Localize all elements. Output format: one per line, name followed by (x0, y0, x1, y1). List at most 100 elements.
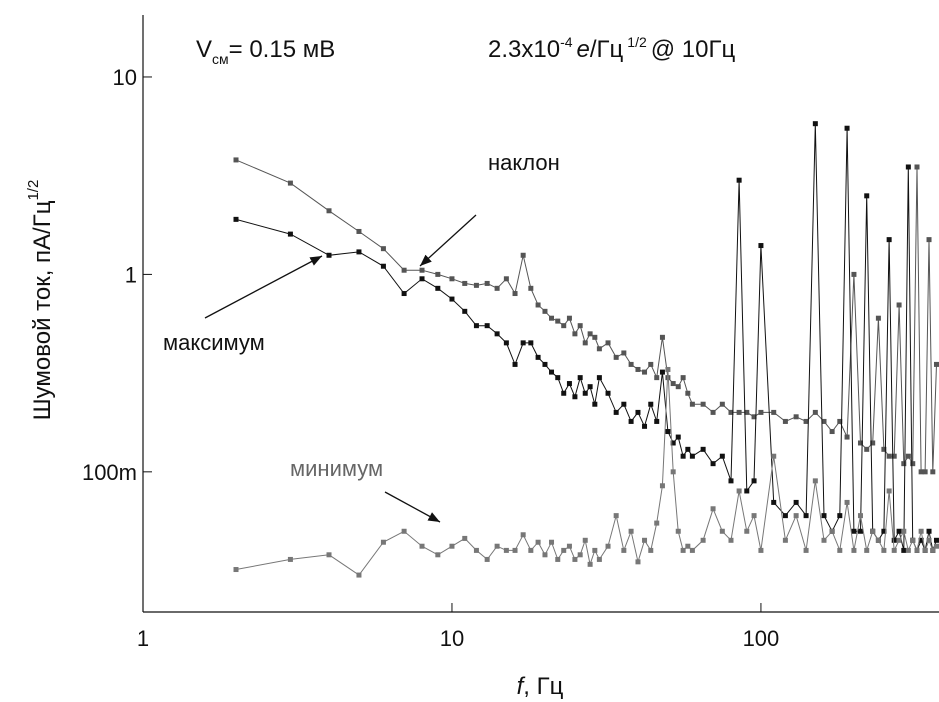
point (744, 528, 750, 534)
point (821, 418, 827, 424)
point (719, 401, 725, 407)
point (758, 409, 764, 415)
point (512, 361, 518, 367)
point (896, 302, 902, 308)
point (665, 429, 671, 435)
point (751, 414, 757, 420)
point (918, 537, 924, 543)
point (462, 308, 468, 314)
point (803, 547, 809, 553)
point (680, 453, 686, 459)
point (689, 547, 695, 553)
point (473, 323, 479, 329)
point (555, 375, 561, 381)
point (535, 302, 541, 308)
point (685, 543, 691, 549)
point (812, 478, 818, 484)
point (670, 381, 676, 387)
point (648, 361, 654, 367)
point (642, 369, 648, 375)
point (793, 513, 799, 519)
point (803, 513, 809, 519)
point (812, 121, 818, 127)
point (728, 409, 734, 415)
point (914, 547, 920, 553)
noise-label: 2.3x10-4 e/Гц 1/2 @ 10Гц (488, 34, 735, 63)
point (670, 440, 676, 446)
point (675, 384, 681, 390)
point (596, 375, 602, 381)
point (535, 539, 541, 545)
point (582, 537, 588, 543)
point (926, 537, 932, 543)
point (857, 528, 863, 534)
point (642, 537, 648, 543)
point (542, 361, 548, 367)
point (910, 537, 916, 543)
point (891, 453, 897, 459)
point (401, 267, 407, 273)
point (881, 547, 887, 553)
point (680, 547, 686, 553)
point (659, 369, 665, 375)
point (710, 461, 716, 467)
x-tick-label: 10 (440, 626, 464, 651)
point (462, 280, 468, 286)
point (613, 354, 619, 360)
point (933, 537, 939, 543)
point (435, 285, 441, 291)
point (621, 547, 627, 553)
arrow (419, 214, 477, 267)
point (326, 208, 332, 214)
point (719, 528, 725, 534)
point (462, 535, 468, 541)
point (901, 547, 907, 553)
arrow (384, 491, 441, 523)
point (659, 483, 665, 489)
point (401, 291, 407, 297)
point (542, 308, 548, 314)
point (829, 429, 835, 435)
point (886, 453, 892, 459)
point (744, 488, 750, 494)
point (473, 547, 479, 553)
point (592, 334, 598, 340)
point (582, 340, 588, 346)
point (648, 401, 654, 407)
point (905, 164, 911, 170)
point (596, 556, 602, 562)
point (905, 547, 911, 553)
point (771, 499, 777, 505)
point (512, 291, 518, 297)
point (484, 323, 490, 329)
point (751, 478, 757, 484)
point (503, 340, 509, 346)
point (864, 446, 870, 452)
point (577, 552, 583, 558)
point (512, 547, 518, 553)
point (857, 513, 863, 519)
point (356, 228, 362, 234)
point (793, 499, 799, 505)
point (484, 556, 490, 562)
point (494, 543, 500, 549)
point (654, 520, 660, 526)
point (881, 446, 887, 452)
point (401, 528, 407, 534)
point (561, 547, 567, 553)
point (728, 478, 734, 484)
point (503, 547, 509, 553)
point (435, 271, 441, 277)
point (520, 340, 526, 346)
annotation-slope: наклон (488, 150, 560, 175)
point (837, 547, 843, 553)
point (326, 252, 332, 258)
point (844, 434, 850, 440)
point (930, 469, 936, 475)
y-tick-label: 10 (113, 65, 137, 90)
point (287, 180, 293, 186)
point (419, 267, 425, 273)
point (648, 547, 654, 553)
point (635, 366, 641, 372)
point (605, 390, 611, 396)
